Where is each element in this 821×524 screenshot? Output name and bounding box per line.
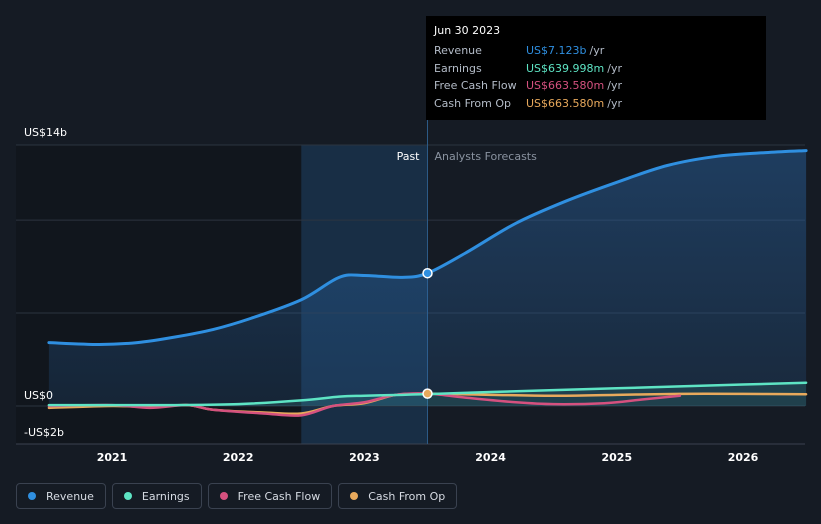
x-tick-label: 2026 <box>728 451 759 464</box>
earnings-line <box>47 381 808 407</box>
x-tick-label: 2022 <box>223 451 254 464</box>
tooltip-row-free-cash-flow: Free Cash Flow US$663.580m /yr <box>434 77 758 95</box>
legend-item-free-cash-flow[interactable]: Free Cash Flow <box>207 483 333 509</box>
tooltip-date: Jun 30 2023 <box>434 24 501 37</box>
forecast-label: Analysts Forecasts <box>435 150 538 163</box>
tooltip-row-revenue: Revenue US$7.123b /yr <box>434 42 758 60</box>
tooltip-value: US$7.123b <box>526 44 587 58</box>
tooltip-unit: /yr <box>607 61 622 75</box>
tooltip-label: Earnings <box>434 61 482 75</box>
y-tick-label: US$14b <box>24 126 67 139</box>
tooltip-row-cash-from-op: Cash From Op US$663.580m /yr <box>434 95 758 113</box>
cash-from-op-dot-icon <box>350 492 359 500</box>
cash-from-op-hover-point <box>422 388 433 399</box>
hover-tooltip: Jun 30 2023 Revenue US$7.123b /yr Earnin… <box>426 16 766 120</box>
tooltip-unit: /yr <box>607 79 622 93</box>
revenue-dot-icon <box>28 492 36 500</box>
legend-label: Revenue <box>46 489 94 503</box>
tooltip-label: Free Cash Flow <box>434 79 517 93</box>
x-tick-label: 2023 <box>349 451 380 464</box>
legend-label: Cash From Op <box>368 489 446 503</box>
tooltip-row-earnings: Earnings US$639.998m /yr <box>434 60 758 78</box>
tooltip-value: US$639.998m <box>526 61 605 75</box>
legend-item-earnings[interactable]: Earnings <box>111 483 202 509</box>
revenue-line <box>47 149 808 346</box>
tooltip-label: Revenue <box>434 44 482 58</box>
y-tick-label: US$0 <box>24 389 53 402</box>
x-tick-label: 2025 <box>601 451 632 464</box>
earnings-dot-icon <box>123 492 132 500</box>
tooltip-unit: /yr <box>589 44 605 58</box>
free-cash-flow-dot-icon <box>219 492 228 500</box>
tooltip-unit: /yr <box>607 96 622 110</box>
past-label: Past <box>397 150 421 163</box>
legend-label: Earnings <box>141 489 190 503</box>
x-tick-label: 2024 <box>475 451 506 464</box>
revenue-hover-point <box>422 267 433 279</box>
x-tick-label: 2021 <box>97 451 128 464</box>
y-tick-label: -US$2b <box>24 426 64 439</box>
legend-item-revenue[interactable]: Revenue <box>16 483 106 509</box>
legend-label: Free Cash Flow <box>237 489 321 503</box>
legend-item-cash-from-op[interactable]: Cash From Op <box>338 483 458 509</box>
tooltip-label: Cash From Op <box>434 96 512 110</box>
tooltip-value: US$663.580m <box>526 96 605 110</box>
chart-legend: Revenue Earnings Free Cash Flow Cash Fro… <box>16 483 458 509</box>
tooltip-value: US$663.580m <box>526 79 605 93</box>
